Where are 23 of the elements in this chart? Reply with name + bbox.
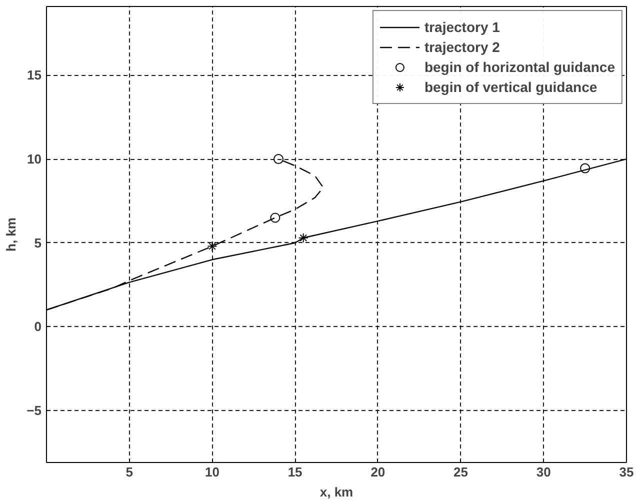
- y-tick-label: 0: [34, 319, 42, 334]
- y-tick-label: 10: [27, 152, 42, 167]
- point: [298, 232, 308, 243]
- x-tick-label: 35: [619, 464, 634, 480]
- x-axis-title: x, km: [320, 484, 354, 500]
- point: [270, 212, 280, 223]
- x-tick-label: 30: [536, 464, 551, 480]
- x-tick-label: 25: [454, 464, 468, 480]
- y-tick-label: −5: [26, 403, 42, 418]
- x-tick-label: 5: [126, 464, 133, 480]
- point: [207, 241, 218, 252]
- legend-label: begin of horizontal guidance: [424, 58, 615, 76]
- legend-label: begin of vertical guidance: [424, 78, 598, 96]
- legend-label: trajectory 2: [424, 38, 500, 56]
- x-tick-label: 10: [204, 464, 220, 480]
- x-tick-label: 15: [288, 464, 302, 480]
- y-tick-label: 5: [34, 235, 42, 250]
- x-tick-label: 20: [370, 464, 386, 480]
- y-tick-label: 15: [27, 68, 42, 83]
- legend-label: trajectory 1: [424, 18, 500, 36]
- point: [274, 154, 284, 164]
- point: [580, 163, 590, 174]
- y-axis-title: h, km: [4, 218, 19, 252]
